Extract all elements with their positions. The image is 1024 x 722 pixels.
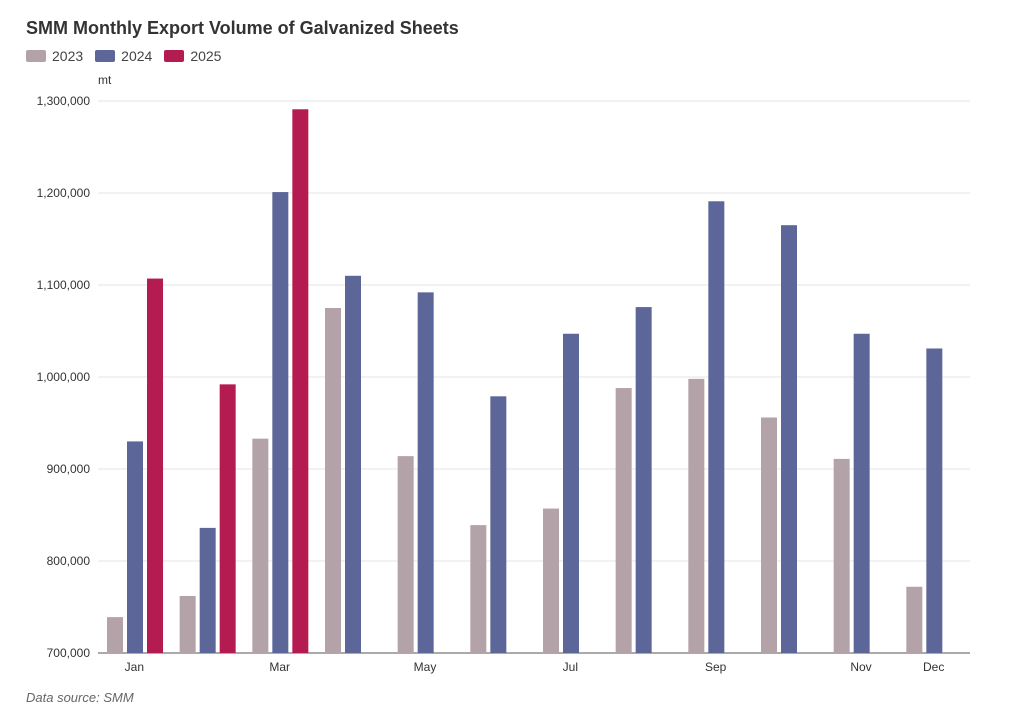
- legend-label-2023: 2023: [52, 48, 84, 64]
- y-tick-label: 1,000,000: [37, 370, 91, 384]
- legend-label-2024: 2024: [121, 48, 153, 64]
- bar-2024-jun: [490, 396, 507, 653]
- bar-2023-aug: [615, 388, 632, 653]
- bar-2024-mar: [272, 192, 289, 653]
- bar-2024-jan: [127, 441, 143, 653]
- bar-2023-apr: [325, 308, 341, 653]
- legend-label-2025: 2025: [190, 48, 222, 64]
- chart-title: SMM Monthly Export Volume of Galvanized …: [26, 18, 459, 38]
- bar-2025-jan: [147, 278, 163, 653]
- legend-swatch-2023: [26, 50, 46, 62]
- bar-2023-jan: [107, 617, 123, 653]
- bar-2024-may: [417, 292, 434, 653]
- y-tick-label: 700,000: [47, 646, 91, 660]
- bar-2024-jul: [563, 333, 579, 653]
- x-tick-label: Mar: [269, 660, 290, 674]
- legend-item-2024[interactable]: 2024: [95, 48, 152, 64]
- bar-2023-oct: [761, 417, 777, 653]
- x-tick-label: Nov: [850, 660, 871, 674]
- legend: 2023 2024 2025: [26, 48, 221, 64]
- bar-2024-aug: [635, 307, 652, 653]
- bar-2025-feb: [219, 384, 236, 653]
- x-tick-label: Jul: [563, 660, 578, 674]
- x-tick-label: May: [414, 660, 437, 674]
- x-tick-label: Jan: [125, 660, 144, 674]
- data-source-note: Data source: SMM: [26, 690, 134, 705]
- bar-2023-jun: [470, 525, 487, 653]
- y-tick-label: 1,300,000: [37, 94, 91, 108]
- y-axis-unit-label: mt: [98, 73, 112, 87]
- y-tick-label: 1,200,000: [37, 186, 91, 200]
- x-tick-label: Dec: [923, 660, 944, 674]
- bar-2025-mar: [292, 109, 309, 653]
- y-tick-label: 900,000: [47, 462, 91, 476]
- bar-2024-sep: [708, 201, 725, 653]
- legend-swatch-2024: [95, 50, 116, 62]
- y-tick-label: 1,100,000: [37, 278, 91, 292]
- bar-2023-nov: [833, 458, 850, 653]
- legend-item-2025[interactable]: 2025: [164, 48, 221, 64]
- bar-2023-sep: [688, 378, 705, 653]
- bar-2024-dec: [926, 348, 943, 653]
- bar-2024-feb: [199, 527, 216, 653]
- y-tick-label: 800,000: [47, 554, 91, 568]
- bar-2024-apr: [345, 275, 361, 653]
- bar-2024-oct: [781, 225, 797, 653]
- bar-2023-mar: [252, 438, 269, 653]
- legend-item-2023[interactable]: 2023: [26, 48, 83, 64]
- bar-2023-feb: [179, 595, 196, 653]
- bar-2024-nov: [853, 333, 870, 653]
- bar-2023-dec: [906, 586, 923, 653]
- legend-swatch-2025: [164, 50, 185, 62]
- bar-2023-jul: [543, 508, 559, 653]
- x-tick-label: Sep: [705, 660, 727, 674]
- bar-2023-may: [397, 456, 414, 653]
